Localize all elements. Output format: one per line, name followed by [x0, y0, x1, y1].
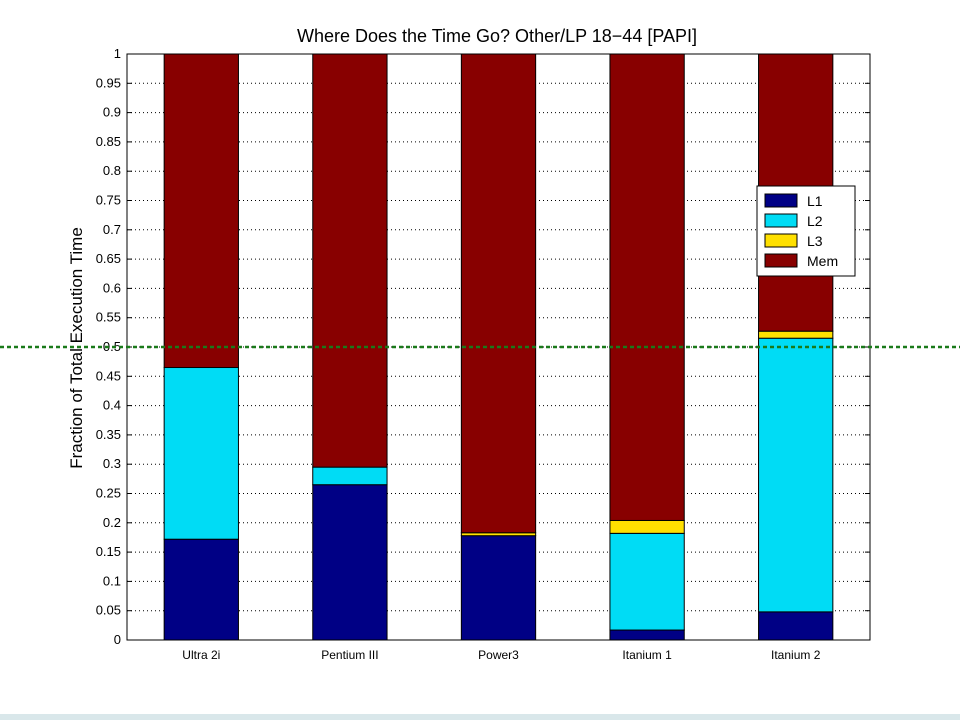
y-tick-label: 0.15 — [96, 544, 121, 559]
legend-swatch-mem — [764, 253, 798, 268]
y-tick-label: 0.65 — [96, 251, 121, 266]
y-tick-label: 0.45 — [96, 368, 121, 383]
bar-segment-mem-2 — [312, 53, 388, 468]
legend-swatch-l3 — [764, 233, 798, 248]
bar-segment-l1-1 — [163, 538, 239, 641]
y-tick-label: 1 — [114, 46, 121, 61]
legend-label: Mem — [807, 253, 838, 269]
bar-segment-l1-4 — [609, 629, 685, 641]
x-tick-label: Itanium 2 — [771, 648, 821, 662]
x-tick-label: Pentium III — [321, 648, 378, 662]
bar-segment-mem-4 — [609, 53, 685, 521]
y-tick-label: 0.4 — [103, 398, 121, 413]
y-tick-label: 0.1 — [103, 573, 121, 588]
bar-segment-l1-2 — [312, 484, 388, 641]
x-tick-label: Itanium 1 — [622, 648, 672, 662]
bar-segment-l2-1 — [163, 367, 239, 540]
legend: L1 L2 L3 Mem — [756, 185, 856, 277]
y-tick-label: 0.5 — [103, 339, 121, 354]
chart-title: Where Does the Time Go? Other/LP 18−44 [… — [297, 26, 697, 46]
y-tick-label: 0.55 — [96, 310, 121, 325]
bar-segment-l3-5 — [758, 330, 834, 339]
bar-segment-l3-4 — [609, 519, 685, 534]
bar-segment-l2-2 — [312, 466, 388, 486]
legend-label: L3 — [807, 233, 823, 249]
y-tick-label: 0.75 — [96, 193, 121, 208]
bar-segment-l2-5 — [758, 337, 834, 613]
legend-swatch-l2 — [764, 213, 798, 228]
y-tick-label: 0.05 — [96, 603, 121, 618]
y-tick-label: 0.7 — [103, 222, 121, 237]
x-tick-label: Ultra 2i — [182, 648, 220, 662]
slide-bottom-band — [0, 714, 960, 720]
legend-swatch-l1 — [764, 193, 798, 208]
y-tick-label: 0.85 — [96, 134, 121, 149]
y-axis-label: Fraction of Total Execution Time — [67, 227, 86, 469]
y-tick-label: 0.95 — [96, 75, 121, 90]
bar-segment-l1-3 — [460, 535, 537, 641]
legend-label: L1 — [807, 193, 823, 209]
y-axis: 0 0.05 0.1 0.15 0.2 0.25 0.3 0.35 0.4 0.45 0.5 0.55… — [96, 46, 870, 647]
bar-segment-l2-4 — [609, 532, 685, 631]
bar-segment-mem-3 — [460, 53, 537, 534]
y-tick-label: 0.6 — [103, 280, 121, 295]
y-tick-label: 0.3 — [103, 456, 121, 471]
x-axis: Ultra 2i Pentium III Power3 Itanium 1 Itaniu… — [182, 648, 820, 662]
x-tick-label: Power3 — [478, 648, 519, 662]
y-tick-label: 0.8 — [103, 163, 121, 178]
y-tick-label: 0.9 — [103, 105, 121, 120]
y-tick-label: 0.25 — [96, 486, 121, 501]
bar-segment-l1-5 — [758, 611, 834, 641]
y-tick-label: 0.35 — [96, 427, 121, 442]
y-tick-label: 0 — [114, 632, 121, 647]
bar-segment-mem-1 — [163, 53, 239, 369]
legend-label: L2 — [807, 213, 823, 229]
y-tick-label: 0.2 — [103, 515, 121, 530]
